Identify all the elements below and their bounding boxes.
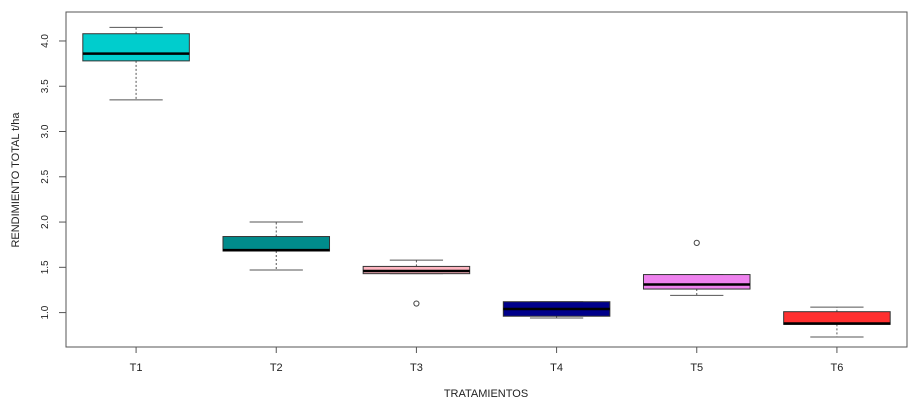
x-tick-label: T6	[830, 362, 843, 374]
y-tick-label: 3.0	[40, 124, 51, 138]
box-t3	[362, 259, 471, 307]
x-tick-label: T1	[130, 362, 143, 374]
box-iqr	[642, 274, 751, 290]
box-t4	[502, 301, 611, 319]
x-tick-label: T5	[690, 362, 703, 374]
box-iqr	[222, 236, 331, 252]
y-tick-label: 2.5	[40, 169, 51, 183]
y-axis: 1.0 1.5 2.0 2.5 3.0 3.5 4.0	[40, 34, 67, 320]
boxes-group	[82, 26, 891, 338]
box-t2	[222, 221, 331, 271]
y-tick-label: 1.0	[40, 305, 51, 319]
box-t1	[82, 26, 190, 101]
y-axis-label: RENDIMIENTO TOTAL t/ha	[10, 112, 22, 248]
y-tick-label: 2.0	[40, 215, 51, 229]
y-tick-label: 3.5	[40, 79, 51, 93]
y-tick-label: 4.0	[40, 34, 51, 48]
x-tick-label: T4	[550, 362, 563, 374]
box-iqr	[82, 33, 190, 62]
x-tick-label: T3	[410, 362, 423, 374]
outlier-point	[413, 300, 420, 307]
box-t5	[642, 239, 751, 296]
box-t6	[783, 306, 891, 338]
outlier-point	[693, 239, 700, 246]
x-tick-label: T2	[270, 362, 283, 374]
plot-frame	[65, 11, 908, 348]
x-axis-label: TRATAMIENTOS	[444, 388, 528, 398]
x-axis: T1 T2 T3 T4 T5 T6	[130, 346, 843, 374]
y-tick-label: 1.5	[40, 260, 51, 274]
